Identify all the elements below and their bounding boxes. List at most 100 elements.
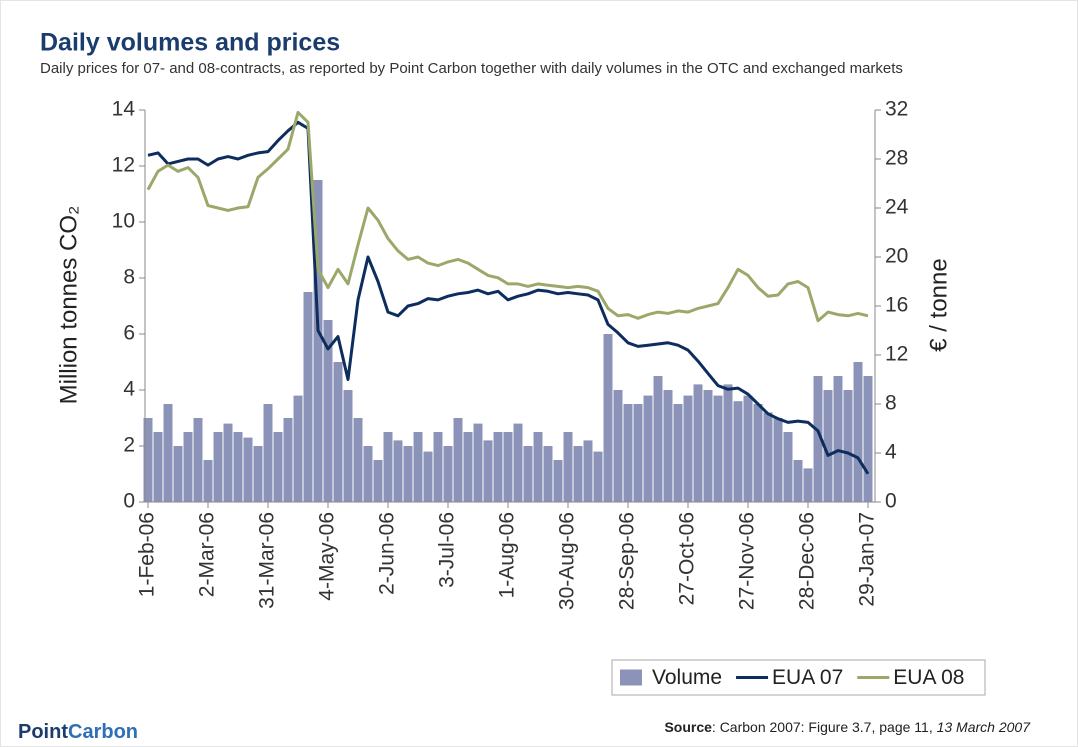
bar: [763, 412, 773, 502]
bar: [413, 432, 423, 502]
bar: [473, 423, 483, 502]
bar: [483, 440, 493, 502]
bar: [593, 451, 603, 502]
y2-tick-label: 0: [885, 490, 897, 513]
y2-tick-label: 16: [885, 294, 908, 317]
line: [147, 120, 870, 475]
bar: [703, 390, 713, 502]
x-tick-label: 3-Jul-06: [436, 512, 459, 588]
bar: [693, 384, 703, 502]
bar: [373, 460, 383, 502]
y2-axis-label: € / tonne: [925, 258, 952, 351]
bar: [543, 446, 553, 502]
legend-swatch: [620, 669, 642, 686]
bar: [303, 292, 313, 502]
y-tick-label: 14: [112, 98, 136, 121]
x-tick-label: 28-Sep-06: [616, 512, 639, 610]
bar: [843, 390, 853, 502]
bar: [213, 432, 223, 502]
x-tick-label: 29-Jan-07: [856, 512, 879, 607]
chart-title: Daily volumes and prices: [40, 29, 340, 57]
bar: [393, 440, 403, 502]
bar: [263, 404, 273, 502]
source-text: : Carbon 2007: Figure 3.7, page 11,: [712, 719, 933, 735]
bar: [863, 376, 873, 502]
y-tick-label: 10: [112, 210, 135, 233]
bar: [713, 395, 723, 502]
bar: [353, 418, 363, 502]
bar: [463, 432, 473, 502]
y-tick-label: 2: [123, 434, 135, 457]
bar: [203, 460, 213, 502]
bar: [653, 376, 663, 502]
x-tick-label: 2-Mar-06: [196, 512, 219, 597]
logo: PointCarbon: [18, 721, 138, 743]
bar: [453, 418, 463, 502]
bar: [723, 384, 733, 502]
x-tick-label: 30-Aug-06: [556, 512, 579, 610]
legend-label: EUA 08: [893, 666, 964, 689]
bar: [813, 376, 823, 502]
bar: [243, 437, 253, 502]
chart-subtitle: Daily prices for 07- and 08-contracts, a…: [40, 60, 903, 77]
y2-tick-label: 12: [885, 343, 908, 366]
x-tick-label: 2-Jun-06: [376, 512, 399, 595]
x-tick-label: 28-Dec-06: [796, 512, 819, 610]
y2-tick-label: 8: [885, 392, 897, 415]
source: Source: Carbon 2007: Figure 3.7, page 11…: [664, 719, 1031, 735]
source-label: Source: [664, 719, 712, 735]
bar: [783, 432, 793, 502]
bar: [183, 432, 193, 502]
logo-part: Carbon: [68, 721, 138, 743]
legend-box: [611, 659, 986, 696]
bar: [293, 395, 303, 502]
bar: [333, 362, 343, 502]
bar: [163, 404, 173, 502]
bar: [613, 390, 623, 502]
bar: [283, 418, 293, 502]
bar: [193, 418, 203, 502]
bar: [833, 376, 843, 502]
bar: [643, 395, 653, 502]
bar: [153, 432, 163, 502]
bar: [603, 334, 613, 502]
bar: [633, 404, 643, 502]
bar: [533, 432, 543, 502]
x-tick-label: 4-May-06: [316, 512, 339, 601]
bar: [493, 432, 503, 502]
legend-label: Volume: [652, 666, 722, 689]
bar: [143, 418, 153, 502]
y-tick-label: 6: [123, 322, 135, 345]
bar: [363, 446, 373, 502]
bar: [673, 404, 683, 502]
y-tick-label: 0: [123, 490, 135, 513]
bar: [553, 460, 563, 502]
bar: [273, 432, 283, 502]
bar: [753, 404, 763, 502]
bar: [623, 404, 633, 502]
bar: [793, 460, 803, 502]
x-tick-label: 1-Feb-06: [136, 512, 159, 597]
y-tick-label: 12: [112, 154, 135, 177]
legend-label: EUA 07: [772, 666, 843, 689]
bar: [853, 362, 863, 502]
bar: [733, 401, 743, 502]
bar: [343, 390, 353, 502]
bar: [323, 320, 333, 502]
bar: [403, 446, 413, 502]
x-tick-label: 31-Mar-06: [256, 512, 279, 609]
bar: [443, 446, 453, 502]
y2-tick-label: 4: [885, 441, 897, 464]
x-tick-label: 1-Aug-06: [496, 512, 519, 598]
y2-tick-label: 20: [885, 245, 908, 268]
bar: [663, 390, 673, 502]
bar: [513, 423, 523, 502]
bar: [563, 432, 573, 502]
bar: [313, 180, 323, 502]
x-tick-label: 27-Nov-06: [736, 512, 759, 610]
line: [146, 110, 869, 323]
bar: [223, 423, 233, 502]
y2-tick-label: 28: [885, 147, 908, 170]
